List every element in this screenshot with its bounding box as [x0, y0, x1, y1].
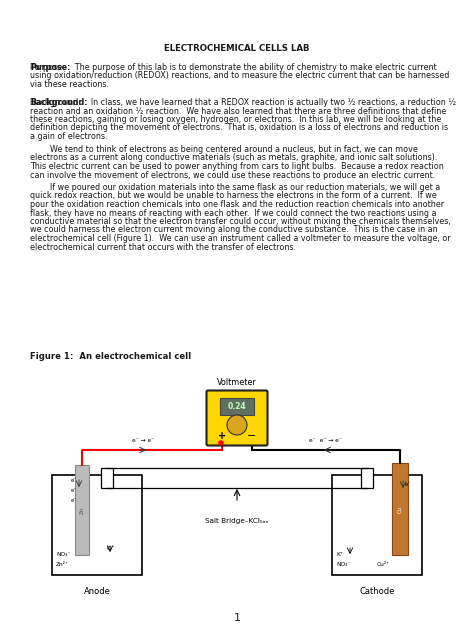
Text: Salt Bridge–KCl₅ₐₙ: Salt Bridge–KCl₅ₐₙ [205, 518, 269, 524]
Text: +: + [218, 431, 226, 441]
Bar [333, 510, 421, 574]
Text: e⁻  e⁻ → e⁻: e⁻ e⁻ → e⁻ [310, 438, 343, 443]
Text: Cu: Cu [398, 506, 402, 513]
Text: Purpose:    The purpose of this lab is to demonstrate the ability of chemistry t: Purpose: The purpose of this lab is to d… [30, 63, 437, 72]
Text: NO₃⁻: NO₃⁻ [336, 562, 351, 568]
Text: Figure 1:  An electrochemical cell: Figure 1: An electrochemical cell [30, 352, 191, 361]
Bar [75, 465, 89, 555]
Text: we could harness the electron current moving along the conductive substance.  Th: we could harness the electron current mo… [30, 226, 438, 234]
Text: Cathode: Cathode [359, 587, 395, 596]
Text: e⁻ → e⁻: e⁻ → e⁻ [132, 438, 154, 443]
Text: 0.24: 0.24 [228, 402, 246, 411]
Text: This electric current can be used to power anything from cars to light bulbs.  B: This electric current can be used to pow… [30, 162, 444, 171]
Text: definition depicting the movement of electrons.  That is, oxidation is a loss of: definition depicting the movement of ele… [30, 123, 448, 133]
Bar [101, 468, 113, 488]
Text: We tend to think of electrons as being centered around a nucleus, but in fact, w: We tend to think of electrons as being c… [30, 145, 418, 154]
Text: flask, they have no means of reacting with each other.  If we could connect the : flask, they have no means of reacting wi… [30, 209, 437, 217]
Text: e⁻: e⁻ [405, 482, 411, 487]
Text: via these reactions.: via these reactions. [30, 80, 109, 89]
Bar [52, 475, 142, 575]
Bar [53, 510, 141, 574]
Text: Background:    In class, we have learned that a REDOX reaction is actually two ½: Background: In class, we have learned th… [30, 98, 456, 107]
Text: NO₃⁻: NO₃⁻ [56, 552, 71, 557]
Text: electrochemical current that occurs with the transfer of electrons.: electrochemical current that occurs with… [30, 243, 296, 252]
Circle shape [227, 415, 247, 435]
Text: can involve the movement of electrons, we could use these reactions to produce a: can involve the movement of electrons, w… [30, 171, 435, 179]
Text: Background:: Background: [30, 98, 88, 107]
Text: If we poured our oxidation materials into the same flask as our reduction materi: If we poured our oxidation materials int… [30, 183, 440, 192]
Bar [220, 398, 254, 415]
Text: −: − [247, 431, 257, 441]
Text: a gain of electrons.: a gain of electrons. [30, 132, 108, 141]
Text: electrons as a current along conductive materials (such as metals, graphite, and: electrons as a current along conductive … [30, 154, 438, 162]
Text: Cl⁻: Cl⁻ [107, 545, 116, 550]
Text: e⁻: e⁻ [71, 497, 77, 502]
Text: Anode: Anode [83, 587, 110, 596]
Bar [332, 475, 422, 575]
Text: using oxidation/reduction (REDOX) reactions, and to measure the electric current: using oxidation/reduction (REDOX) reacti… [30, 71, 449, 80]
Text: electrochemical cell (Figure 1).  We can use an instrument called a voltmeter to: electrochemical cell (Figure 1). We can … [30, 234, 451, 243]
Text: K⁺: K⁺ [336, 552, 343, 557]
Text: Voltmeter: Voltmeter [217, 378, 257, 387]
Bar [392, 463, 408, 555]
Bar [361, 468, 373, 488]
Text: reaction and an oxidation ½ reaction.  We have also learned that there are three: reaction and an oxidation ½ reaction. We… [30, 107, 446, 116]
Text: Cu²⁺: Cu²⁺ [377, 562, 390, 568]
Text: quick redox reaction, but we would be unable to harness the electrons in the for: quick redox reaction, but we would be un… [30, 191, 437, 200]
Text: ELECTROCHEMICAL CELLS LAB: ELECTROCHEMICAL CELLS LAB [164, 44, 310, 53]
Text: Zn: Zn [80, 506, 84, 514]
Text: 1: 1 [234, 613, 240, 623]
Text: Zn²⁺: Zn²⁺ [56, 562, 69, 568]
Text: conductive material so that the electron transfer could occur, without mixing th: conductive material so that the electron… [30, 217, 451, 226]
Text: pour the oxidation reaction chemicals into one flask and the reduction reaction : pour the oxidation reaction chemicals in… [30, 200, 444, 209]
Text: e⁻: e⁻ [71, 478, 77, 482]
Text: Purpose:: Purpose: [30, 63, 70, 72]
Circle shape [218, 441, 224, 446]
FancyBboxPatch shape [207, 391, 267, 446]
Text: these reactions, gaining or losing oxygen, hydrogen, or electrons.  In this lab,: these reactions, gaining or losing oxyge… [30, 115, 441, 124]
Text: e⁻: e⁻ [71, 487, 77, 492]
